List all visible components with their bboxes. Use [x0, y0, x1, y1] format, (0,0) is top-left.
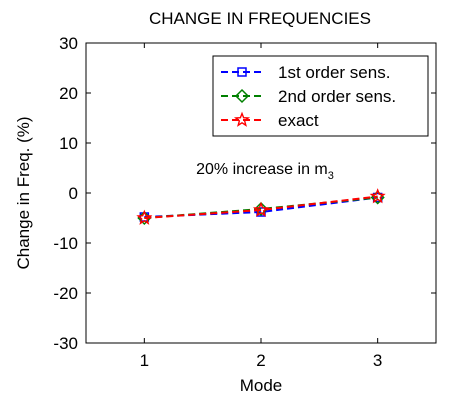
y-axis: 30 20 10 0 -10 -20 -30	[53, 34, 436, 353]
data-point	[372, 192, 383, 203]
y-tick-label: 30	[59, 34, 78, 53]
series-3	[136, 188, 386, 225]
legend-entry: 2nd order sens.	[221, 87, 396, 106]
y-tick-label: 0	[69, 184, 78, 203]
x-tick-label: 3	[373, 351, 382, 370]
legend-label: 2nd order sens.	[278, 87, 396, 106]
annotation: 20% increase in m3	[196, 161, 334, 182]
data-point	[369, 188, 386, 204]
y-tick-label: -30	[53, 334, 78, 353]
series-layer	[136, 188, 386, 226]
x-axis-label: Mode	[240, 376, 283, 395]
data-point	[252, 201, 270, 217]
annotation-text: 20% increase in m	[196, 161, 328, 178]
data-point	[253, 201, 269, 217]
legend-items: 1st order sens. 2nd order sens. exact	[221, 63, 396, 130]
y-axis-label: Change in Freq. (%)	[14, 116, 33, 269]
legend-entry: 1st order sens.	[221, 63, 390, 82]
legend-swatch-marker	[233, 111, 251, 127]
y-tick-label: 10	[59, 134, 78, 153]
x-tick-label: 1	[140, 351, 149, 370]
legend-swatch-marker	[234, 88, 250, 104]
chart-title: CHANGE IN FREQUENCIES	[149, 9, 371, 28]
legend: 1st order sens. 2nd order sens. exact	[212, 55, 429, 137]
y-tick-label: -10	[53, 234, 78, 253]
legend-label: 1st order sens.	[278, 63, 390, 82]
y-tick-label: -20	[53, 284, 78, 303]
x-axis: 1 2 3	[140, 43, 382, 370]
y-tick-label: 20	[59, 84, 78, 103]
annotation-subscript: 3	[328, 170, 334, 182]
x-tick-label: 2	[256, 351, 265, 370]
series-line	[144, 195, 378, 219]
data-point	[136, 209, 153, 225]
legend-entry: exact	[221, 111, 319, 130]
legend-label: exact	[278, 111, 319, 130]
legend-swatch-marker	[237, 67, 247, 77]
